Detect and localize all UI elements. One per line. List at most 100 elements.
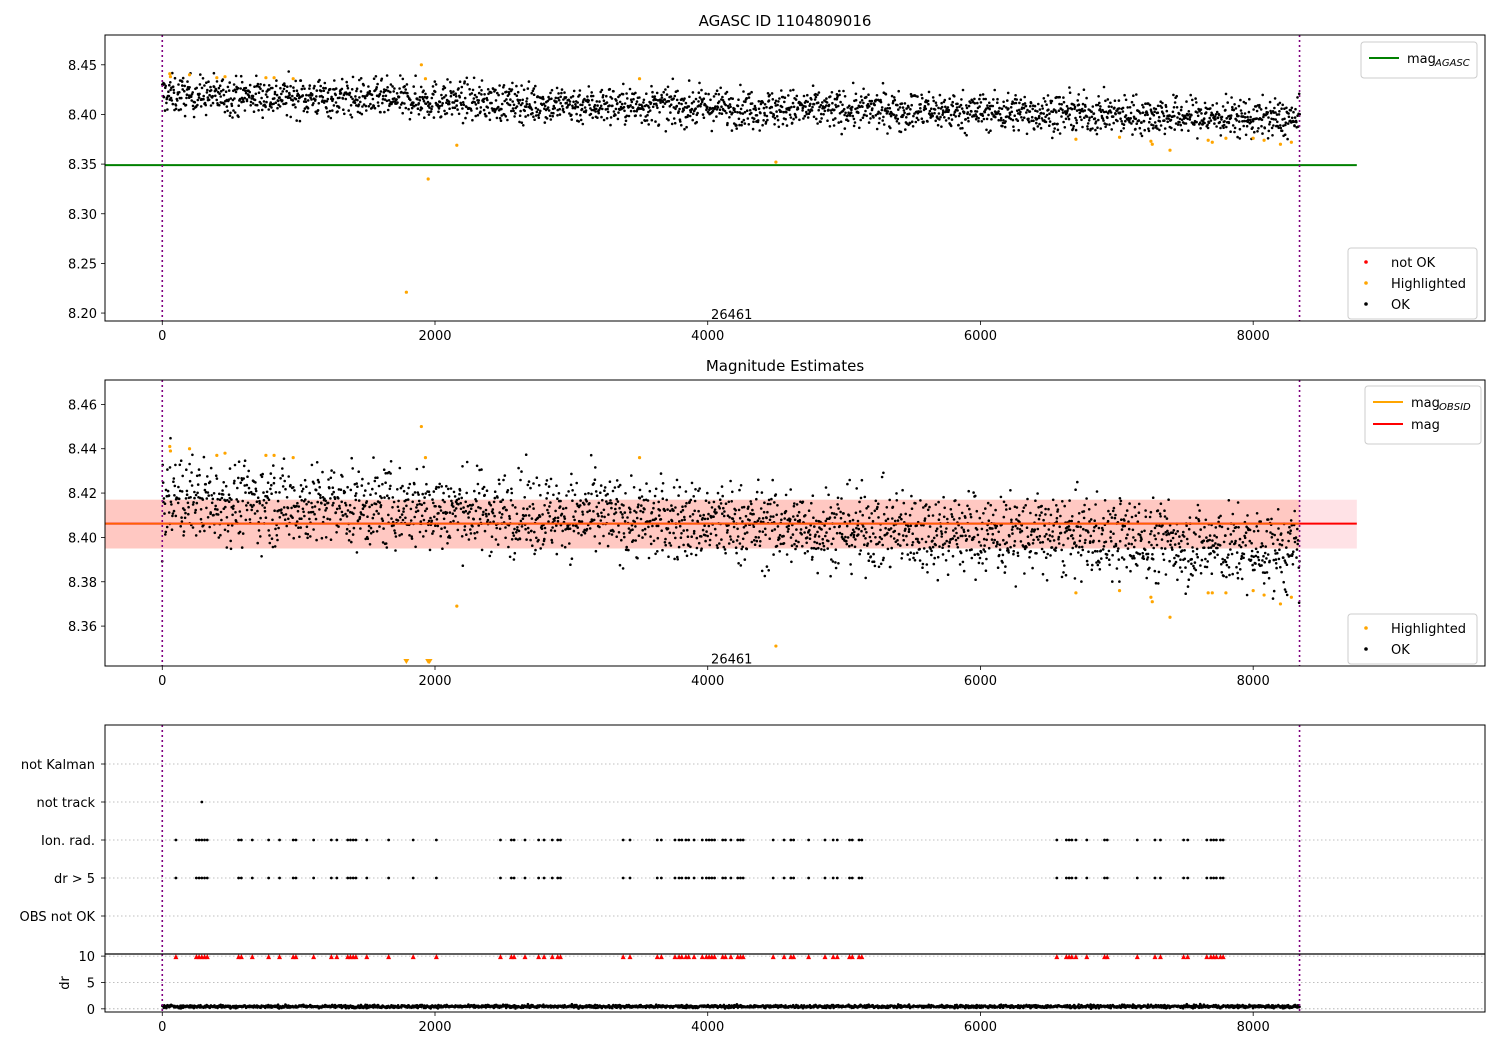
ok-point — [192, 107, 195, 111]
ok-point — [385, 546, 389, 549]
ok-point — [845, 524, 849, 528]
ok-point — [1180, 128, 1184, 132]
ok-point — [212, 85, 216, 89]
ok-point — [649, 535, 652, 538]
ok-point — [1045, 103, 1048, 106]
ok-point — [1098, 107, 1102, 111]
ok-point — [1134, 539, 1137, 542]
ok-point — [1015, 109, 1019, 112]
ok-point — [905, 534, 908, 538]
ok-point — [658, 111, 661, 114]
ok-point — [231, 507, 235, 510]
ok-point — [934, 529, 938, 533]
ok-point — [861, 105, 864, 108]
ok-point — [469, 532, 473, 535]
ok-point — [874, 536, 877, 539]
ok-point — [431, 498, 434, 501]
ok-point — [1284, 123, 1287, 127]
ok-point — [309, 535, 312, 538]
ok-point — [301, 94, 305, 97]
ok-point — [623, 102, 627, 105]
ok-point — [222, 481, 225, 484]
ok-point — [685, 501, 688, 505]
ok-point — [389, 90, 392, 94]
ok-point — [437, 110, 440, 114]
ok-point — [338, 507, 342, 510]
ok-point — [621, 567, 625, 570]
ok-point — [452, 90, 455, 93]
ok-point — [381, 541, 385, 544]
ok-point — [818, 105, 821, 109]
ok-point — [339, 518, 342, 521]
ok-point — [445, 112, 449, 115]
ok-point — [402, 507, 406, 510]
ok-point — [660, 93, 663, 97]
ok-point — [176, 99, 179, 102]
ok-point — [179, 108, 183, 111]
ok-point — [699, 105, 702, 108]
ok-point — [345, 532, 348, 535]
ok-point — [570, 113, 573, 117]
ok-point — [934, 543, 937, 547]
ok-point — [821, 101, 824, 104]
ok-point — [815, 117, 818, 121]
ok-point — [1125, 536, 1128, 540]
ok-point — [497, 93, 500, 97]
ok-point — [889, 126, 892, 130]
ok-point — [343, 490, 347, 494]
ok-point — [738, 488, 741, 492]
ok-point — [870, 526, 874, 529]
ok-point — [992, 541, 995, 544]
ok-point — [532, 115, 535, 118]
ok-point — [621, 516, 624, 519]
highlighted-point — [404, 290, 408, 294]
ok-point — [791, 533, 795, 536]
ok-point — [397, 95, 401, 99]
ok-point — [215, 80, 219, 83]
ok-point — [447, 495, 451, 498]
ok-point — [824, 486, 828, 489]
ok-point — [475, 531, 479, 534]
ok-point — [244, 491, 247, 494]
ok-point — [238, 97, 242, 101]
ok-point — [417, 499, 421, 503]
ok-point — [890, 546, 893, 550]
ok-point — [1074, 116, 1077, 120]
ok-point — [355, 482, 359, 485]
ok-point — [826, 119, 829, 122]
ok-point — [502, 478, 505, 482]
ok-point — [712, 500, 716, 504]
ok-point — [1273, 106, 1276, 110]
ok-point — [716, 106, 720, 109]
ok-point — [1019, 110, 1022, 114]
ok-point — [1112, 506, 1116, 510]
ok-point — [257, 91, 261, 94]
ok-point — [1173, 543, 1177, 546]
ok-point — [634, 539, 637, 542]
ok-point — [473, 93, 477, 97]
ok-point — [435, 485, 438, 489]
ok-point — [387, 513, 390, 517]
ok-point — [1141, 551, 1144, 555]
ok-point — [406, 498, 410, 501]
ok-point — [638, 103, 641, 106]
ok-point — [1132, 545, 1136, 549]
ok-point — [1003, 571, 1007, 574]
highlighted-point — [774, 160, 778, 164]
ok-point — [518, 98, 522, 102]
ok-point — [603, 515, 606, 519]
ok-point — [1022, 506, 1026, 510]
ok-point — [1056, 128, 1060, 132]
ok-point — [555, 86, 559, 90]
ok-point — [420, 107, 424, 110]
ok-point — [812, 546, 816, 550]
ok-point — [338, 96, 341, 100]
ok-point — [512, 534, 516, 537]
ok-point — [430, 107, 433, 111]
ok-point — [574, 103, 577, 106]
ok-point — [371, 487, 374, 491]
ok-point — [638, 96, 641, 99]
ok-point — [185, 96, 188, 100]
ok-point — [429, 516, 432, 520]
ok-point — [750, 111, 753, 115]
